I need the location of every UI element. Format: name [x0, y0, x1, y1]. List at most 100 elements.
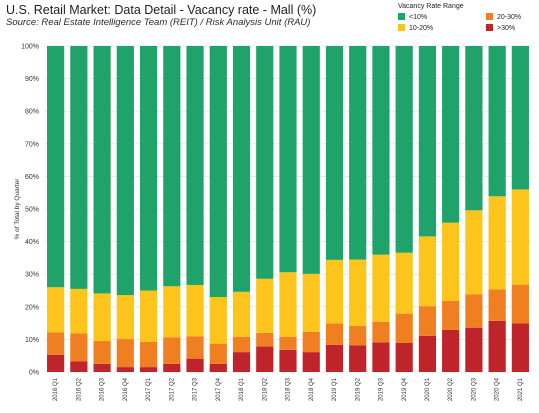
- bar-segment: [349, 46, 367, 260]
- bar-segment: [511, 323, 529, 372]
- bar-segment: [256, 346, 274, 372]
- bar-segment: [47, 46, 65, 288]
- bar-segment: [93, 293, 111, 342]
- legend-label-20-30: 20-30%: [497, 14, 522, 21]
- bar-segment: [139, 342, 158, 368]
- bar-segment: [511, 284, 529, 324]
- bar-segment: [279, 272, 297, 337]
- bar-segment: [70, 333, 88, 362]
- bar-segment: [209, 297, 227, 344]
- bar-segment: [279, 46, 297, 273]
- bar-segment: [116, 46, 134, 296]
- bar-segment: [325, 46, 344, 260]
- bar-segment: [465, 46, 483, 211]
- bar-segment: [372, 321, 390, 343]
- bar-segment: [47, 354, 65, 372]
- y-tick-label: 60%: [25, 174, 39, 181]
- bar-segment: [511, 46, 529, 190]
- legend-swatch-under-10: [398, 13, 405, 20]
- bar-segment: [372, 46, 390, 255]
- bar-segment: [186, 358, 204, 372]
- bar-segment: [163, 46, 181, 287]
- bar-segment: [511, 189, 529, 285]
- bar-segment: [372, 254, 390, 322]
- bar-segment: [93, 363, 111, 372]
- bar-segment: [302, 352, 320, 372]
- bar-segment: [232, 46, 251, 292]
- x-tick-label: 2019 Q3: [379, 377, 385, 401]
- x-tick-label: 2017 Q1: [146, 377, 152, 401]
- bar-segment: [279, 336, 297, 350]
- y-tick-label: 50%: [25, 207, 39, 214]
- x-tick-label: 2020 Q3: [471, 377, 477, 401]
- bars: [47, 46, 529, 372]
- legend-label-over-30: >30%: [497, 25, 516, 32]
- bar-segment: [279, 349, 297, 372]
- bar-segment: [139, 46, 158, 291]
- bar-segment: [93, 46, 111, 294]
- bar-segment: [163, 363, 181, 372]
- legend-swatch-20-30: [486, 13, 493, 20]
- bar-segment: [232, 291, 251, 337]
- bar-segment: [418, 46, 437, 237]
- legend-item-over-30: >30%: [486, 24, 515, 32]
- bar-segment: [209, 363, 227, 372]
- chart-subtitle: Source: Real Estate Intelligence Team (R…: [6, 17, 311, 28]
- y-tick-label: 20%: [25, 304, 39, 311]
- x-tick-label: 2017 Q4: [216, 377, 222, 401]
- legend-item-under-10: <10%: [398, 13, 427, 21]
- bar-segment: [256, 278, 274, 333]
- x-tick-label: 2016 Q4: [123, 377, 129, 401]
- bar-segment: [395, 252, 413, 314]
- y-tick-label: 70%: [25, 141, 39, 148]
- bar-segment: [442, 222, 460, 301]
- bar-segment: [325, 344, 344, 372]
- bar-segment: [163, 337, 181, 364]
- bar-segment: [302, 273, 320, 332]
- bar-segment: [232, 352, 251, 372]
- bar-segment: [116, 295, 134, 340]
- bar-segment: [232, 336, 251, 353]
- legend-label-under-10: <10%: [409, 14, 428, 21]
- x-tick-label: 2018 Q2: [262, 377, 268, 401]
- x-tick-label: 2020 Q4: [495, 377, 501, 401]
- legend-title: Vacancy Rate Range: [398, 3, 464, 10]
- x-tick-label: 2016 Q3: [100, 377, 106, 401]
- bar-segment: [70, 46, 88, 289]
- bar-segment: [116, 367, 134, 372]
- bar-segment: [465, 327, 483, 372]
- bar-segment: [186, 336, 204, 359]
- bar-segment: [488, 196, 506, 290]
- bar-segment: [256, 46, 274, 279]
- x-tick-label: 2018 Q4: [309, 377, 315, 401]
- bar-segment: [395, 342, 413, 372]
- bar-segment: [488, 46, 506, 197]
- bar-segment: [256, 332, 274, 347]
- y-tick-label: 100%: [21, 44, 39, 51]
- legend: Vacancy Rate Range <10% 20-30% 10-20% >3…: [398, 3, 538, 35]
- legend-item-20-30: 20-30%: [486, 13, 521, 21]
- y-tick-label: 0%: [29, 370, 39, 377]
- legend-swatch-10-20: [398, 24, 405, 31]
- y-tick-label: 90%: [25, 76, 39, 83]
- bar-segment: [302, 331, 320, 353]
- bar-segment: [209, 46, 227, 298]
- bar-segment: [93, 341, 111, 364]
- bar-segment: [116, 339, 134, 368]
- x-tick-label: 2019 Q1: [332, 377, 338, 401]
- y-axis-ticks: 0% 10% 20% 30% 40% 50% 60% 70% 80% 90% 100%: [21, 44, 39, 377]
- y-tick-label: 30%: [25, 272, 39, 279]
- y-tick-label: 80%: [25, 109, 39, 116]
- y-tick-label: 40%: [25, 239, 39, 246]
- bar-segment: [70, 361, 88, 372]
- x-tick-label: 2016 Q1: [53, 377, 59, 401]
- x-tick-label: 2017 Q3: [193, 377, 199, 401]
- bar-segment: [139, 367, 158, 372]
- legend-label-10-20: 10-20%: [409, 25, 434, 32]
- x-tick-label: 2018 Q3: [286, 377, 292, 401]
- bar-segment: [465, 210, 483, 295]
- legend-swatch-over-30: [486, 24, 493, 31]
- x-tick-label: 2018 Q1: [239, 377, 245, 401]
- x-tick-label: 2017 Q2: [169, 377, 175, 401]
